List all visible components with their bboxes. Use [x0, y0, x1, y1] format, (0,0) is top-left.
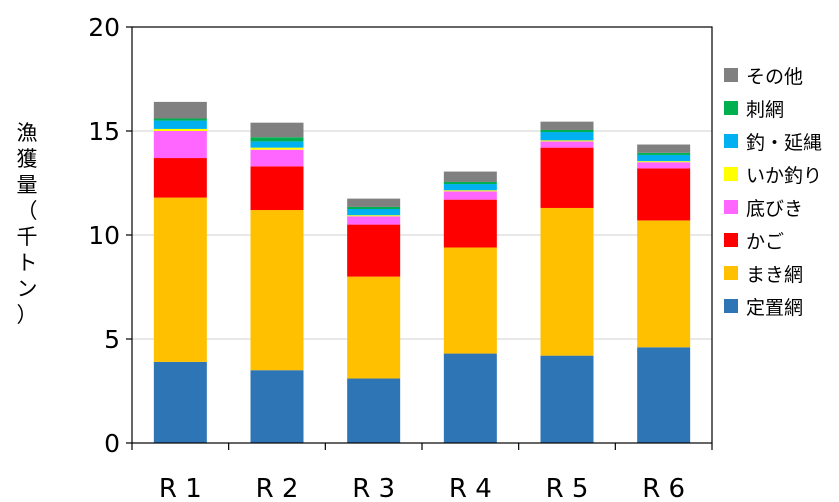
y-tick-label: 20: [88, 13, 120, 42]
x-tick-label: R 5: [546, 474, 589, 502]
bar-segment: [540, 207, 594, 356]
bar-segment: [250, 370, 304, 443]
y-tick-label: 10: [88, 221, 120, 250]
bar-segment: [250, 149, 304, 167]
legend-swatch: [724, 266, 738, 280]
x-tick-label: R 3: [352, 474, 395, 502]
legend-swatch: [724, 200, 738, 214]
bar-segment: [637, 144, 691, 153]
legend-item: まき網: [724, 260, 822, 286]
bar-segment: [540, 129, 594, 133]
legend-label: 釣・延縄: [746, 131, 823, 154]
bar-segment: [443, 199, 497, 248]
legend-item: その他: [724, 62, 822, 88]
legend-label: 刺網: [746, 98, 785, 121]
y-tick-label: 5: [104, 325, 120, 354]
bar-segment: [637, 154, 691, 162]
bar-segment: [443, 191, 497, 200]
legend: その他刺網釣・延縄いか釣り底びきかごまき網定置網: [724, 62, 822, 326]
legend-label: 底びき: [746, 197, 804, 220]
bar-segment: [347, 209, 401, 216]
y-tick-label: 15: [88, 117, 120, 146]
bar-segment: [250, 122, 304, 138]
x-tick-label: R 1: [159, 474, 202, 502]
bar-segment: [540, 147, 594, 208]
y-axis-label-char: 漁: [16, 121, 38, 145]
bar-segment: [540, 141, 594, 148]
bar-segment: [250, 141, 304, 148]
y-tick-label: 0: [104, 429, 120, 458]
bar-segment: [250, 166, 304, 211]
legend-swatch: [724, 233, 738, 247]
bar-segment: [443, 247, 497, 354]
bar-segment: [153, 158, 207, 198]
legend-swatch: [724, 134, 738, 148]
bar-segment: [443, 190, 497, 192]
y-axis-label-char: ン: [16, 277, 38, 301]
x-tick-label: R 2: [256, 474, 299, 502]
bar-segment: [153, 101, 207, 119]
y-axis-label: 漁獲量（千トン）: [12, 120, 42, 328]
x-tick-label: R 6: [642, 474, 685, 502]
legend-swatch: [724, 68, 738, 82]
legend-swatch: [724, 167, 738, 181]
y-axis-label-char: 量: [16, 173, 38, 197]
bar-segment: [443, 181, 497, 185]
y-axis-label-char: ト: [16, 251, 38, 275]
bar-segment: [637, 152, 691, 155]
bar-segment: [637, 162, 691, 169]
bar-segment: [347, 216, 401, 225]
y-axis-label-char: 千: [16, 225, 38, 249]
legend-label: まき網: [746, 263, 804, 286]
bar-segment: [540, 355, 594, 443]
bar-segment: [347, 198, 401, 207]
bar-segment: [347, 378, 401, 443]
legend-item: 刺網: [724, 95, 822, 121]
bar-segment: [347, 276, 401, 379]
bar-segment: [347, 215, 401, 217]
legend-item: 釣・延縄: [724, 128, 822, 154]
bar-segment: [347, 206, 401, 209]
legend-item: かご: [724, 227, 822, 253]
bar-segment: [250, 137, 304, 142]
legend-swatch: [724, 299, 738, 313]
bar-segment: [443, 353, 497, 443]
bar-segment: [540, 140, 594, 142]
legend-item: いか釣り: [724, 161, 822, 187]
bar-segment: [153, 128, 207, 131]
y-axis-label-char: （: [16, 199, 38, 223]
bar-segment: [153, 197, 207, 362]
bar-segment: [540, 132, 594, 141]
bar-segment: [443, 184, 497, 191]
legend-label: かご: [746, 230, 785, 253]
bar-segment: [637, 220, 691, 348]
legend-label: その他: [746, 65, 804, 88]
bar-segment: [347, 224, 401, 277]
y-axis-label-char: 獲: [16, 147, 38, 171]
bar-segment: [250, 147, 304, 150]
bar-segment: [153, 118, 207, 121]
legend-item: 定置網: [724, 293, 822, 319]
bar-segment: [443, 171, 497, 182]
bar-segment: [153, 120, 207, 129]
bar-segment: [153, 131, 207, 159]
legend-swatch: [724, 101, 738, 115]
bar-segment: [540, 121, 594, 130]
legend-label: 定置網: [746, 296, 804, 319]
bar-segment: [250, 210, 304, 371]
bar-segment: [637, 161, 691, 163]
bar-segment: [153, 361, 207, 443]
y-axis-label-char: ）: [16, 303, 38, 327]
bar-segment: [637, 168, 691, 221]
legend-label: いか釣り: [746, 164, 823, 187]
x-tick-label: R 4: [449, 474, 492, 502]
legend-item: 底びき: [724, 194, 822, 220]
bar-segment: [637, 347, 691, 443]
